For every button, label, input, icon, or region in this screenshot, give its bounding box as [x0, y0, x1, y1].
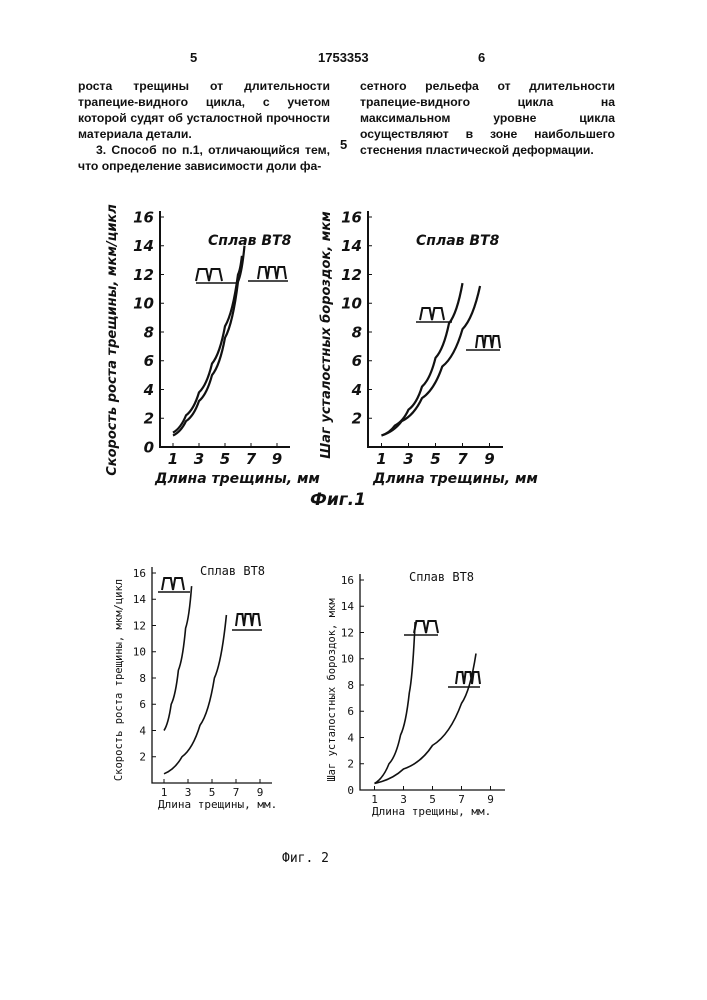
y-tick-label: 2 [347, 758, 354, 771]
y-tick-label: 2 [144, 410, 154, 428]
y-tick-label: 8 [352, 323, 362, 341]
x-axis-label: Длина трещины, мм. [372, 805, 491, 818]
x-axis-label: Длина трещины, мм. [158, 798, 277, 811]
y-tick-label: 12 [133, 619, 146, 632]
chart-title: Сплав ВТ8 [200, 564, 265, 578]
y-axis-label: Скорость роста трещины, мкм/цикл [105, 204, 120, 476]
y-tick-label: 14 [133, 593, 147, 606]
y-tick-label: 4 [143, 381, 154, 399]
y-tick-label: 16 [341, 208, 362, 226]
y-tick-label: 10 [133, 295, 154, 313]
x-tick-label: 1 [168, 450, 178, 468]
x-tick-label: 9 [272, 450, 282, 468]
series-line-0 [173, 246, 245, 436]
y-tick-label: 12 [341, 266, 362, 284]
figure-1-caption: Фиг.1 [310, 490, 366, 510]
figure-2-caption: Фиг. 2 [282, 851, 329, 866]
x-tick-label: 9 [484, 450, 494, 468]
y-tick-label: 10 [133, 646, 146, 659]
x-tick-label: 7 [246, 450, 257, 468]
cycle-pictogram-icon [162, 578, 184, 590]
series-line-1 [164, 615, 226, 774]
y-tick-label: 8 [347, 679, 354, 692]
y-tick-label: 14 [341, 237, 362, 255]
cycle-pictogram-icon [258, 267, 286, 279]
y-tick-label: 14 [133, 237, 154, 255]
cycle-pictogram-icon [456, 672, 480, 684]
cycle-pictogram-icon [420, 308, 444, 320]
y-tick-label: 0 [347, 784, 354, 797]
y-tick-label: 6 [347, 705, 354, 718]
figure-1: 024681012141613579Сплав ВТ8Длина трещины… [105, 204, 538, 510]
figure-2: 24681012141613579Сплав ВТ8Длина трещины,… [113, 564, 505, 866]
chart-title: Сплав ВТ8 [409, 570, 474, 584]
x-axis-label: Длина трещины, мм [154, 471, 320, 487]
y-tick-label: 8 [144, 323, 154, 341]
x-tick-label: 5 [220, 450, 230, 468]
x-tick-label: 3 [194, 450, 204, 468]
chart-2-axes [152, 567, 272, 783]
x-tick-label: 5 [430, 450, 440, 468]
y-tick-label: 16 [341, 574, 354, 587]
y-tick-label: 2 [352, 410, 362, 428]
cycle-pictogram-icon [236, 614, 260, 626]
series-line-0 [164, 586, 192, 730]
y-tick-label: 0 [144, 438, 154, 456]
y-tick-label: 8 [139, 672, 146, 685]
y-tick-label: 2 [139, 751, 146, 764]
chart-title: Сплав ВТ8 [416, 233, 500, 249]
y-tick-label: 6 [144, 352, 154, 370]
y-tick-label: 10 [341, 295, 362, 313]
series-line-0 [375, 622, 416, 783]
chart-title: Сплав ВТ8 [208, 233, 292, 249]
y-tick-label: 6 [352, 352, 362, 370]
y-tick-label: 12 [133, 266, 154, 284]
y-tick-label: 6 [139, 698, 146, 711]
y-axis-label: Скорость роста трещины, мкм/цикл [113, 579, 125, 781]
y-tick-label: 12 [341, 626, 354, 639]
x-axis-label: Длина трещины, мм [372, 471, 538, 487]
y-axis-label: Шаг усталостных бороздок, мкм [319, 211, 334, 459]
cycle-pictogram-icon [476, 336, 500, 348]
series-line-1 [382, 286, 481, 436]
cycle-pictogram-icon [414, 621, 438, 633]
x-tick-label: 1 [376, 450, 386, 468]
y-tick-label: 10 [341, 653, 354, 666]
y-tick-label: 16 [133, 567, 146, 580]
y-tick-label: 4 [347, 731, 354, 744]
y-tick-label: 4 [139, 724, 146, 737]
y-axis-label: Шаг усталостных бороздок, мкм [326, 598, 338, 782]
chart-3-axes [360, 574, 505, 790]
y-tick-label: 16 [133, 208, 154, 226]
x-tick-label: 3 [403, 450, 413, 468]
y-tick-label: 4 [351, 381, 362, 399]
cycle-pictogram-icon [196, 269, 222, 281]
y-tick-label: 14 [341, 600, 355, 613]
x-tick-label: 7 [457, 450, 468, 468]
